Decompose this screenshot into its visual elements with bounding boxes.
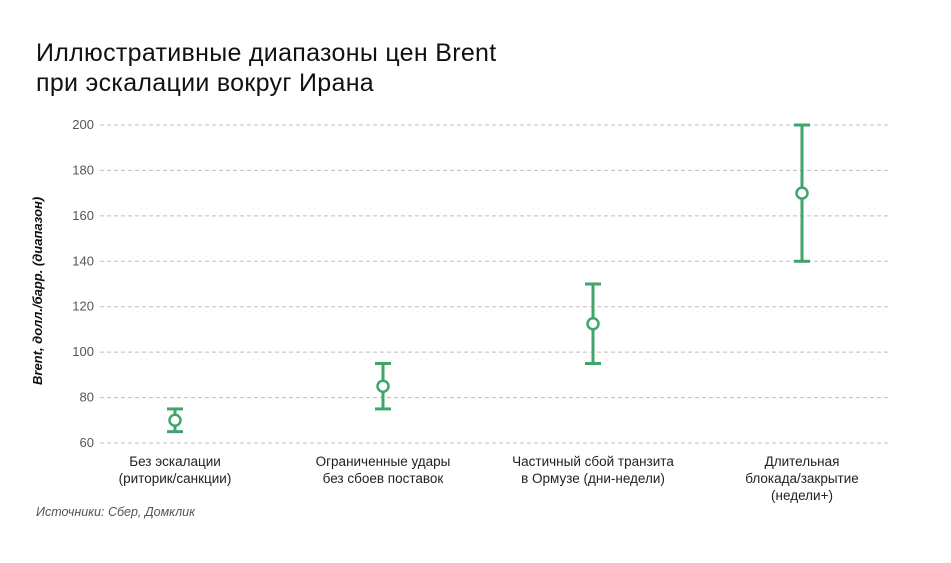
midpoint-marker [586,317,600,331]
midpoint-marker [795,186,809,200]
y-tick-label: 160 [72,208,94,223]
error-bar [167,407,183,434]
chart-title: Иллюстративные диапазоны цен Brent при э… [36,38,497,98]
source-note: Источники: Сбер, Домклик [36,505,195,519]
y-tick-label: 60 [80,435,94,450]
x-tick-label: Частичный сбой транзита в Ормузе (дни-нед… [512,454,674,486]
chart-title-line2: при эскалации вокруг Ирана [36,69,374,97]
midpoint-marker [168,413,182,428]
y-tick-label: 100 [72,344,94,359]
error-bar [794,123,810,263]
y-tick-label: 140 [72,253,94,268]
error-bar [585,282,601,365]
chart-title-line1: Иллюстративные диапазоны цен Brent [36,39,497,67]
error-bar [375,362,391,411]
y-tick-label: 120 [72,299,94,314]
y-tick-label: 80 [80,390,94,405]
y-tick-label: 200 [72,117,94,132]
x-tick-label: Длительная блокада/закрытие (недели+) [745,454,859,503]
x-tick-label: Ограниченные удары без сбоев поставок [315,454,451,486]
midpoint-marker [376,379,390,393]
y-tick-label: 180 [72,162,94,177]
x-tick-label: Без эскалации (риторик/санкции) [118,454,232,486]
